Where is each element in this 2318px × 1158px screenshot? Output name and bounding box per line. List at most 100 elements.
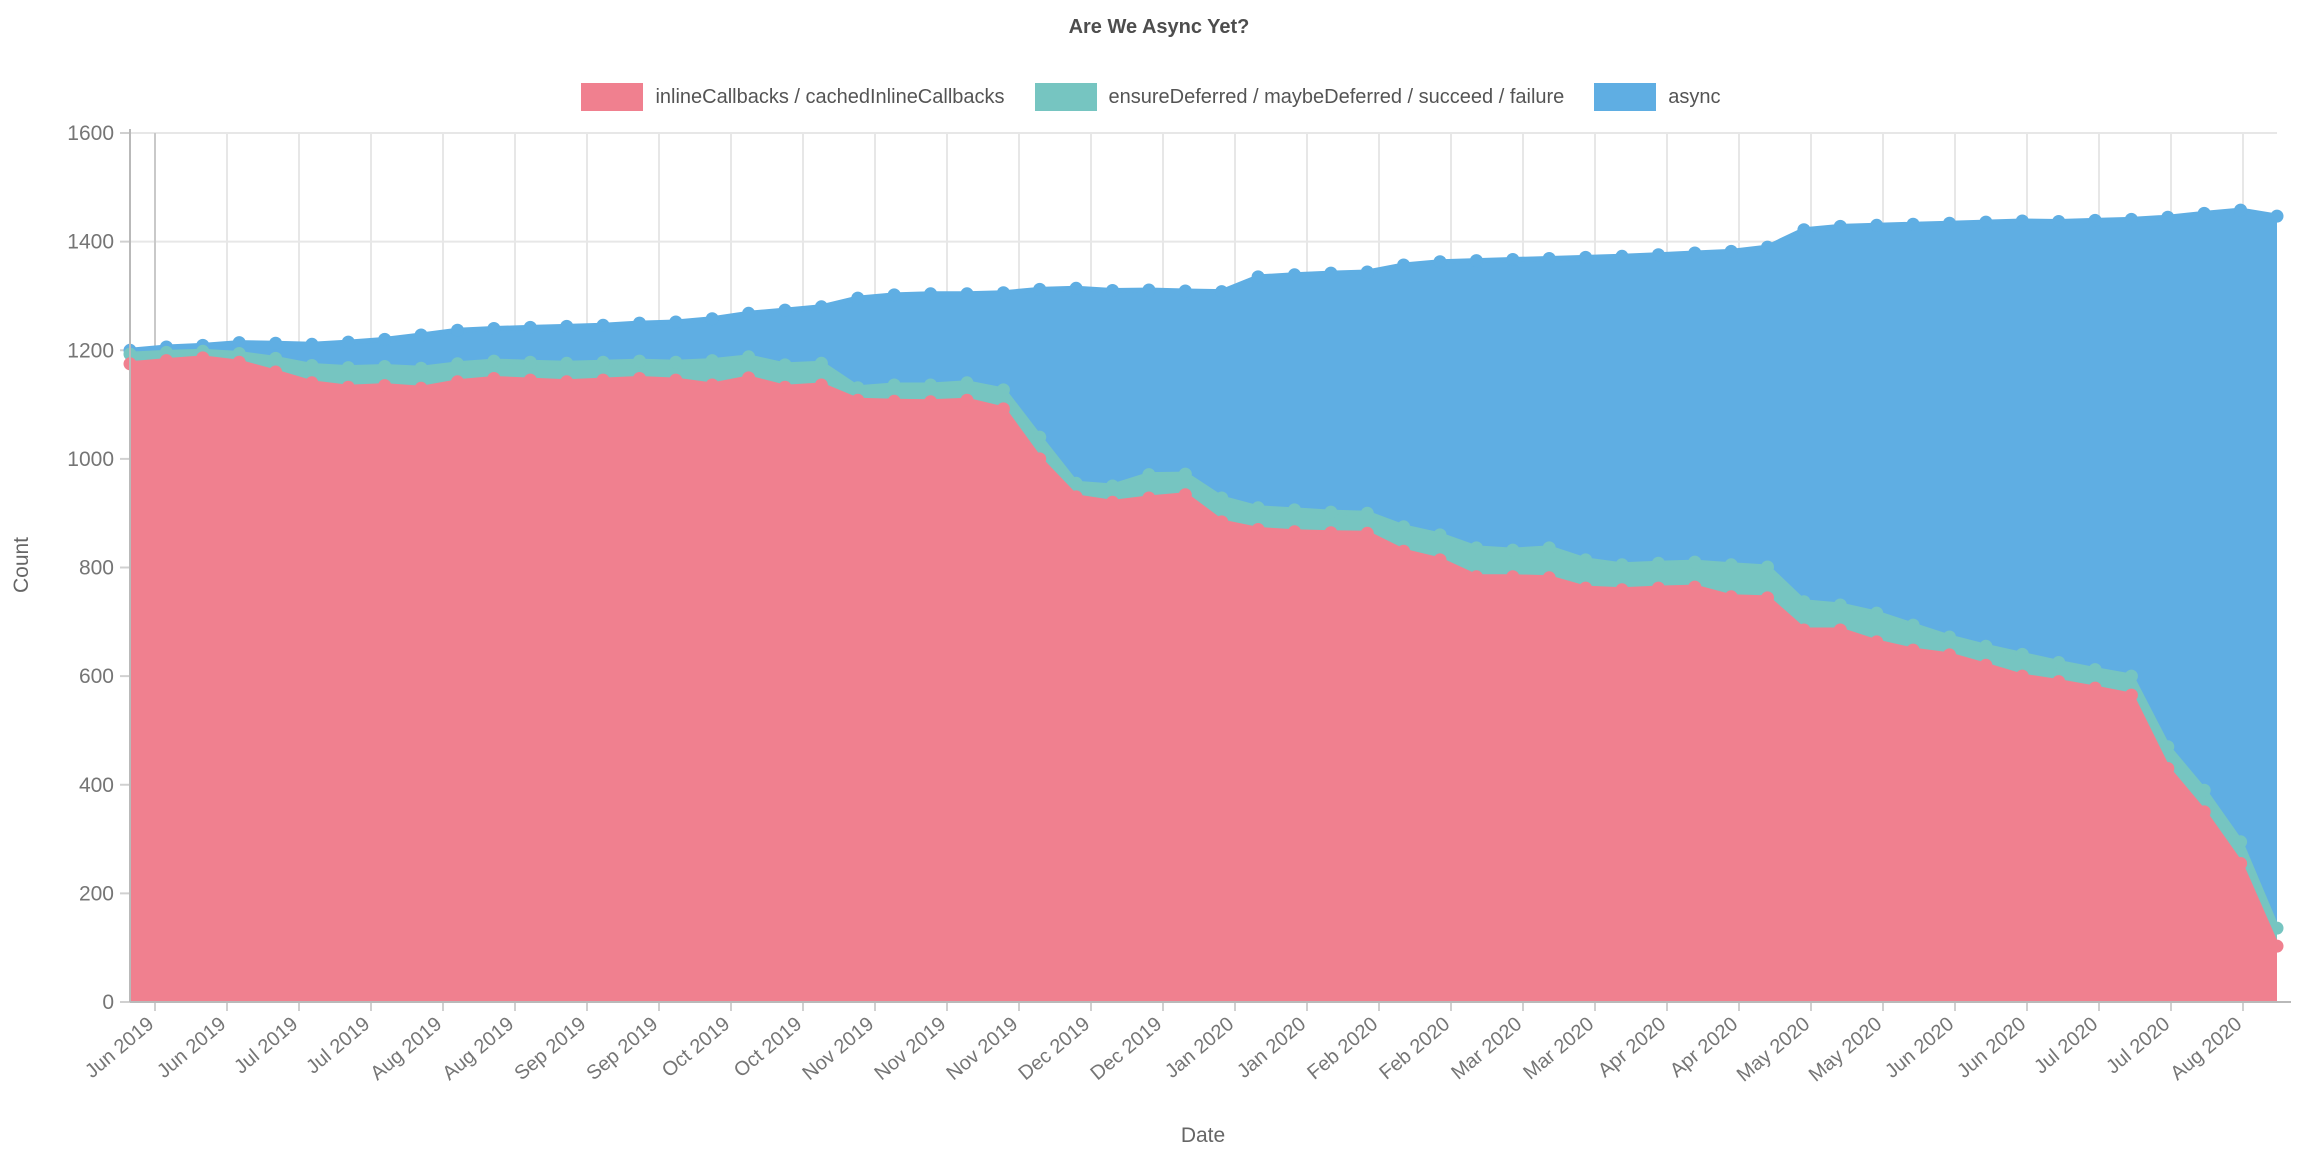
point-series-1[interactable] (705, 354, 719, 368)
point-series-1[interactable] (596, 355, 610, 369)
point-series-0[interactable] (1906, 643, 1920, 657)
point-series-1[interactable] (341, 361, 355, 375)
point-series-2[interactable] (1288, 268, 1301, 282)
point-series-1[interactable] (2124, 669, 2138, 683)
point-series-2[interactable] (2124, 212, 2138, 226)
point-series-1[interactable] (1797, 595, 1811, 609)
point-series-0[interactable] (159, 354, 173, 368)
point-series-0[interactable] (2015, 669, 2029, 683)
point-series-1[interactable] (1142, 468, 1156, 482)
point-series-2[interactable] (705, 312, 719, 326)
point-series-1[interactable] (2234, 835, 2248, 849)
point-series-2[interactable] (2088, 213, 2102, 227)
point-series-2[interactable] (1542, 252, 1556, 265)
point-series-0[interactable] (1870, 635, 1884, 649)
point-series-1[interactable] (269, 351, 283, 365)
point-series-0[interactable] (1506, 570, 1520, 584)
point-series-0[interactable] (269, 365, 283, 379)
point-series-2[interactable] (887, 288, 901, 302)
point-series-0[interactable] (1651, 581, 1665, 595)
point-series-1[interactable] (1542, 541, 1556, 555)
point-series-1[interactable] (1615, 558, 1629, 572)
point-series-1[interactable] (305, 359, 319, 372)
point-series-0[interactable] (2124, 688, 2138, 702)
point-series-2[interactable] (996, 286, 1010, 300)
point-series-1[interactable] (1324, 505, 1338, 519)
point-series-0[interactable] (305, 376, 319, 390)
point-series-2[interactable] (1615, 249, 1629, 263)
point-series-0[interactable] (1833, 623, 1847, 637)
point-series-0[interactable] (851, 393, 865, 407)
point-series-1[interactable] (851, 381, 865, 395)
point-series-1[interactable] (2270, 921, 2284, 935)
point-series-1[interactable] (778, 358, 792, 372)
point-series-0[interactable] (778, 380, 792, 394)
point-series-0[interactable] (1542, 571, 1556, 585)
point-series-1[interactable] (1906, 618, 1920, 632)
point-series-2[interactable] (1688, 246, 1702, 260)
point-series-1[interactable] (378, 360, 392, 373)
point-series-2[interactable] (2234, 203, 2248, 217)
point-series-2[interactable] (669, 315, 683, 329)
point-series-1[interactable] (1943, 630, 1956, 644)
point-series-0[interactable] (2088, 681, 2102, 695)
point-series-1[interactable] (1069, 476, 1083, 490)
point-series-1[interactable] (1651, 556, 1665, 570)
point-series-0[interactable] (1469, 570, 1483, 584)
point-series-0[interactable] (2234, 857, 2248, 870)
point-series-2[interactable] (1360, 265, 1374, 279)
point-series-1[interactable] (560, 356, 574, 370)
point-series-0[interactable] (1033, 452, 1047, 466)
point-series-2[interactable] (1215, 285, 1229, 299)
point-series-0[interactable] (996, 402, 1010, 416)
point-series-2[interactable] (633, 316, 646, 330)
point-series-2[interactable] (341, 335, 355, 349)
point-series-0[interactable] (887, 394, 901, 408)
point-series-0[interactable] (1688, 580, 1702, 594)
point-series-1[interactable] (1397, 520, 1411, 534)
point-series-2[interactable] (269, 336, 283, 350)
point-series-2[interactable] (232, 336, 246, 350)
point-series-1[interactable] (1506, 543, 1520, 557)
point-series-0[interactable] (924, 395, 938, 409)
point-series-0[interactable] (451, 375, 464, 389)
point-series-1[interactable] (996, 383, 1010, 397)
point-series-0[interactable] (1797, 623, 1811, 637)
point-series-2[interactable] (814, 300, 828, 314)
point-series-1[interactable] (1106, 479, 1119, 493)
point-series-2[interactable] (1506, 253, 1520, 266)
point-series-1[interactable] (2088, 663, 2102, 677)
point-series-2[interactable] (305, 337, 319, 351)
point-series-2[interactable] (960, 287, 974, 301)
point-series-1[interactable] (1469, 541, 1483, 555)
point-series-0[interactable] (1251, 523, 1265, 536)
point-series-1[interactable] (1215, 491, 1229, 505)
point-series-2[interactable] (1033, 282, 1047, 296)
point-series-1[interactable] (887, 378, 901, 392)
point-series-0[interactable] (742, 371, 756, 385)
point-series-1[interactable] (669, 355, 683, 369)
point-series-0[interactable] (1142, 491, 1156, 505)
point-series-0[interactable] (232, 355, 246, 369)
point-series-0[interactable] (1215, 515, 1229, 529)
point-series-1[interactable] (1360, 506, 1374, 520)
point-series-2[interactable] (2161, 210, 2175, 224)
point-series-2[interactable] (1943, 216, 1956, 230)
point-series-0[interactable] (2270, 939, 2284, 953)
point-series-0[interactable] (1433, 553, 1447, 567)
point-series-2[interactable] (1142, 283, 1156, 297)
point-series-2[interactable] (1906, 217, 1920, 231)
point-series-1[interactable] (2161, 740, 2175, 754)
point-series-0[interactable] (378, 379, 392, 393)
point-series-0[interactable] (705, 378, 719, 392)
point-series-0[interactable] (196, 351, 210, 365)
point-series-1[interactable] (487, 354, 501, 368)
point-series-1[interactable] (1288, 503, 1301, 517)
point-series-0[interactable] (1069, 490, 1083, 504)
point-series-2[interactable] (1761, 240, 1774, 254)
point-series-1[interactable] (1433, 528, 1447, 542)
point-series-1[interactable] (960, 376, 974, 390)
point-series-0[interactable] (1579, 581, 1593, 595)
point-series-2[interactable] (596, 318, 610, 332)
point-series-1[interactable] (1833, 598, 1847, 612)
